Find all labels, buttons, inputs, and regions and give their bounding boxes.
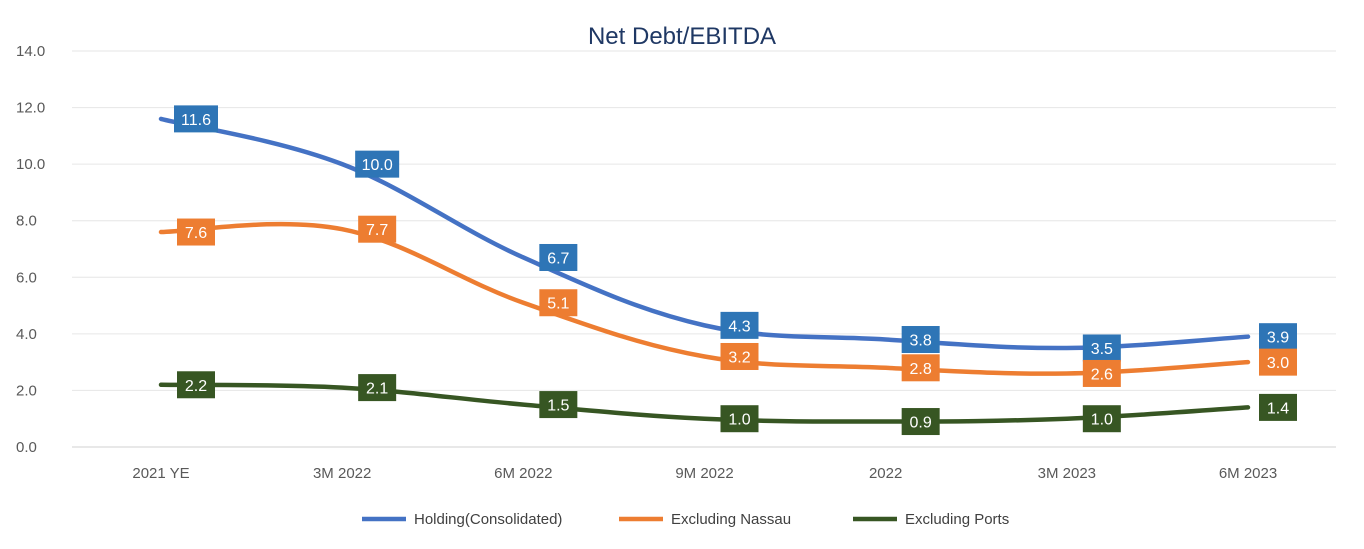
data-label: 11.6 bbox=[174, 105, 218, 133]
legend: Holding(Consolidated) Excluding Nassau Exc… bbox=[362, 511, 1009, 528]
y-tick-label: 4.0 bbox=[16, 326, 37, 343]
data-label: 2.2 bbox=[177, 371, 215, 399]
data-label-text: 3.2 bbox=[728, 349, 750, 366]
data-label-box bbox=[901, 354, 940, 382]
y-tick-label: 0.0 bbox=[16, 439, 37, 456]
data-label-text: 0.9 bbox=[910, 415, 932, 432]
data-label: 4.3 bbox=[720, 311, 759, 339]
data-label: 0.9 bbox=[901, 408, 940, 436]
y-axis: 0.0 2.0 4.0 6.0 8.0 10.0 12.0 14.0 bbox=[16, 43, 45, 456]
data-label-box bbox=[901, 408, 940, 436]
data-label-box bbox=[1082, 334, 1121, 362]
data-label-text: 3.8 bbox=[910, 333, 932, 350]
data-label: 3.9 bbox=[1259, 323, 1297, 351]
data-label: 2.1 bbox=[358, 374, 397, 402]
data-label-box bbox=[1259, 348, 1297, 376]
data-label-text: 2.6 bbox=[1091, 366, 1113, 383]
data-label-box bbox=[539, 289, 578, 317]
data-label-box bbox=[358, 374, 397, 402]
data-label-box bbox=[358, 215, 397, 243]
data-label: 1.0 bbox=[720, 405, 759, 433]
gridlines bbox=[72, 50, 1336, 448]
data-label-text: 2.1 bbox=[366, 381, 388, 398]
data-label: 6.7 bbox=[539, 243, 578, 271]
y-tick-label: 6.0 bbox=[16, 269, 37, 286]
data-label-box bbox=[177, 218, 215, 246]
data-label-text: 2.2 bbox=[185, 378, 207, 395]
data-label-box bbox=[174, 105, 218, 133]
data-label-text: 4.3 bbox=[728, 318, 750, 335]
data-label-text: 1.0 bbox=[1091, 412, 1113, 429]
x-tick-label: 3M 2022 bbox=[313, 465, 371, 482]
data-label-box bbox=[177, 371, 215, 399]
x-tick-label: 9M 2022 bbox=[675, 465, 733, 482]
data-label-text: 3.0 bbox=[1267, 355, 1289, 372]
data-label: 3.5 bbox=[1082, 334, 1121, 362]
data-label-text: 6.7 bbox=[547, 250, 569, 267]
series-line-2 bbox=[158, 382, 1251, 424]
data-label-box bbox=[1259, 323, 1297, 351]
x-tick-label: 3M 2023 bbox=[1038, 465, 1096, 482]
data-label: 7.7 bbox=[358, 215, 397, 243]
data-label: 2.6 bbox=[1082, 359, 1121, 387]
data-label-box bbox=[539, 243, 578, 271]
chart-title: Net Debt/EBITDA bbox=[588, 23, 776, 50]
series-line-0 bbox=[158, 116, 1251, 351]
data-label-box bbox=[720, 405, 759, 433]
data-label-box bbox=[539, 391, 578, 419]
series-lines bbox=[158, 116, 1251, 424]
data-labels: 11.6 10.0 6.7 4.3 3.8 3.5 3.9 7.6 7.7 5.1 3.2 2.8 2.… bbox=[174, 105, 1297, 436]
data-label: 1.0 bbox=[1082, 405, 1121, 433]
data-label: 10.0 bbox=[355, 150, 400, 178]
y-tick-label: 10.0 bbox=[16, 156, 45, 173]
data-label-box bbox=[1259, 393, 1297, 421]
x-axis: 2021 YE 3M 2022 6M 2022 9M 2022 2022 3M 2023 6… bbox=[132, 465, 1277, 482]
data-label: 3.2 bbox=[720, 342, 759, 370]
data-label-box bbox=[901, 326, 940, 354]
y-tick-label: 2.0 bbox=[16, 382, 37, 399]
data-label-text: 1.0 bbox=[728, 412, 750, 429]
x-tick-label: 2022 bbox=[869, 465, 902, 482]
x-tick-label: 6M 2023 bbox=[1219, 465, 1277, 482]
legend-label: Holding(Consolidated) bbox=[414, 511, 562, 528]
data-label: 1.4 bbox=[1259, 393, 1297, 421]
x-tick-label: 6M 2022 bbox=[494, 465, 552, 482]
data-label-text: 1.4 bbox=[1267, 400, 1289, 417]
data-label-text: 5.1 bbox=[547, 296, 569, 313]
y-tick-label: 12.0 bbox=[16, 100, 45, 117]
data-label-box bbox=[1082, 405, 1121, 433]
y-tick-label: 14.0 bbox=[16, 43, 45, 60]
data-label-text: 1.5 bbox=[547, 398, 569, 415]
data-label: 5.1 bbox=[539, 289, 578, 317]
data-label-text: 7.6 bbox=[185, 225, 207, 242]
data-label-text: 7.7 bbox=[366, 222, 388, 239]
x-tick-label: 2021 YE bbox=[132, 465, 189, 482]
legend-label: Excluding Nassau bbox=[671, 511, 791, 528]
data-label-box bbox=[1082, 359, 1121, 387]
y-tick-label: 8.0 bbox=[16, 213, 37, 230]
data-label: 3.0 bbox=[1259, 348, 1297, 376]
data-label-text: 11.6 bbox=[181, 112, 211, 129]
data-label-text: 10.0 bbox=[362, 157, 393, 174]
data-label: 7.6 bbox=[177, 218, 215, 246]
legend-label: Excluding Ports bbox=[905, 511, 1009, 528]
data-label: 2.8 bbox=[901, 354, 940, 382]
data-label: 1.5 bbox=[539, 391, 578, 419]
data-label-text: 2.8 bbox=[910, 361, 932, 378]
data-label-text: 3.5 bbox=[1091, 341, 1113, 358]
data-label-text: 3.9 bbox=[1267, 330, 1289, 347]
data-label-box bbox=[355, 150, 400, 178]
data-label-box bbox=[720, 311, 759, 339]
data-label: 3.8 bbox=[901, 326, 940, 354]
data-label-box bbox=[720, 342, 759, 370]
series-line-1 bbox=[158, 221, 1251, 376]
